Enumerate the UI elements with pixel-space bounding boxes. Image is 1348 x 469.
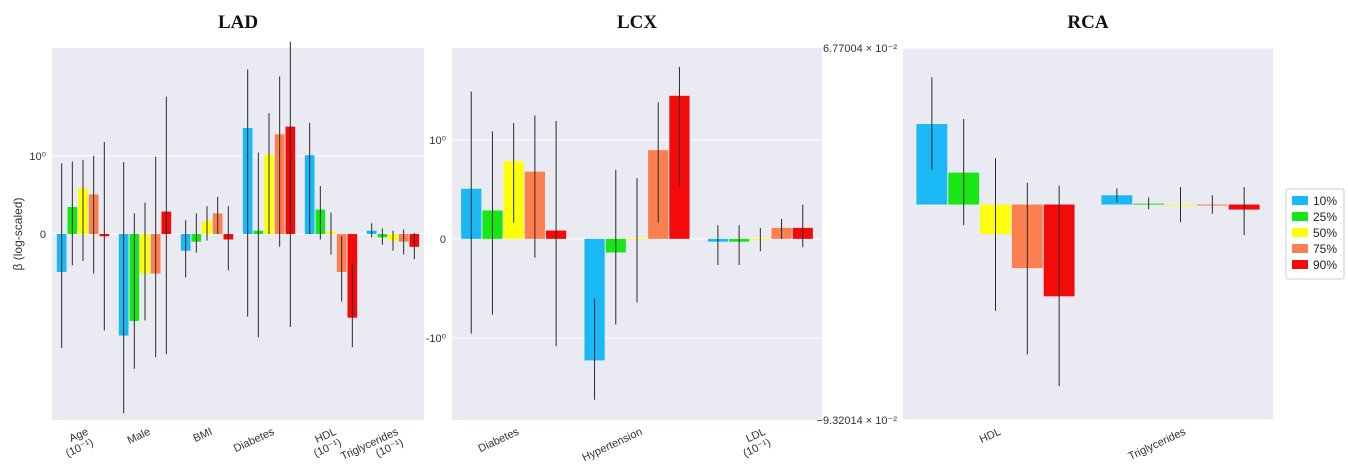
x-tick-line: HDL bbox=[978, 426, 1003, 446]
x-tick-label: HDL bbox=[978, 426, 1003, 446]
legend-label: 50% bbox=[1313, 226, 1337, 240]
y-tick-label: 0 bbox=[40, 229, 46, 241]
chart-title: LAD bbox=[218, 12, 258, 33]
legend-swatch bbox=[1292, 196, 1308, 205]
x-tick-label: Hypertension bbox=[580, 426, 644, 464]
x-tick-label: Diabetes bbox=[232, 426, 277, 455]
x-tick-label: Triglycerides(10⁻¹) bbox=[339, 426, 406, 464]
y-tick-label: -10⁰ bbox=[426, 333, 447, 345]
x-tick-label: Triglycerides bbox=[1127, 426, 1189, 463]
x-tick-label: LDL(10⁻¹) bbox=[736, 426, 772, 460]
x-tick-label: Age(10⁻¹) bbox=[59, 426, 95, 460]
legend-label: 75% bbox=[1313, 242, 1337, 256]
x-tick-label: Male bbox=[126, 426, 153, 447]
y-tick-label: 6.77004 × 10⁻² bbox=[823, 43, 897, 55]
panel-lcx: LCX 10⁰ 0 -10⁰ Diabetes Hypertension LDL(10⁻¹) bbox=[426, 12, 822, 464]
x-tick-label: Diabetes bbox=[477, 426, 522, 455]
x-tick-line: Diabetes bbox=[232, 426, 277, 455]
x-tick-line: Hypertension bbox=[580, 426, 644, 464]
panel-rca: RCA 6.77004 × 10⁻² −9.32014 × 10⁻² HDL Trigl… bbox=[817, 12, 1273, 463]
legend-swatch bbox=[1292, 244, 1308, 253]
x-tick-line: BMI bbox=[191, 426, 214, 445]
chart-title: LCX bbox=[617, 12, 657, 33]
legend-label: 25% bbox=[1313, 210, 1337, 224]
x-tick-line: Male bbox=[126, 426, 153, 447]
x-tick-line: Triglycerides bbox=[1127, 426, 1189, 463]
chart-title: RCA bbox=[1067, 12, 1108, 33]
plot-background bbox=[903, 48, 1273, 420]
y-tick-label: 10⁰ bbox=[429, 135, 446, 147]
legend-swatch bbox=[1292, 212, 1308, 221]
legend-swatch bbox=[1292, 260, 1308, 269]
legend-label: 10% bbox=[1313, 194, 1337, 208]
y-tick-label: 0 bbox=[440, 234, 446, 246]
legend-label: 90% bbox=[1313, 258, 1337, 272]
x-tick-label: BMI bbox=[191, 426, 214, 445]
x-tick-label: HDL(10⁻¹) bbox=[307, 426, 343, 460]
y-tick-label: −9.32014 × 10⁻² bbox=[817, 415, 898, 427]
y-axis-label: β (log-scaled) bbox=[11, 198, 25, 271]
legend-swatch bbox=[1292, 228, 1308, 237]
panel-lad: LAD 10⁰ 0 Age(10⁻¹) Male BMI Diabetes HDL(10⁻¹)… bbox=[29, 12, 424, 464]
y-tick-label: 10⁰ bbox=[29, 151, 46, 163]
x-tick-line: Diabetes bbox=[477, 426, 522, 455]
legend: 10% 25% 50% 75% 90% bbox=[1285, 188, 1345, 280]
legend-box bbox=[1285, 188, 1345, 280]
